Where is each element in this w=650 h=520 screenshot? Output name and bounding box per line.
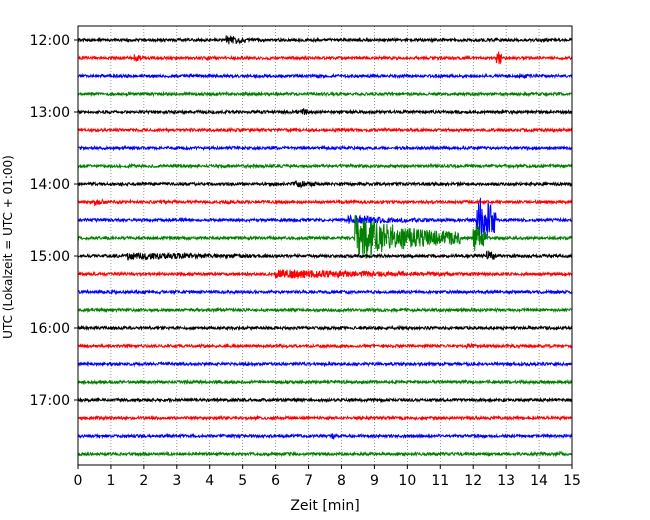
trace-13:45 xyxy=(77,162,573,170)
y-tick-label: 14:00 xyxy=(30,177,70,193)
x-tick-label: 0 xyxy=(74,473,83,489)
trace-17:15 xyxy=(77,414,573,422)
x-tick-label: 11 xyxy=(431,473,449,489)
trace-16:15 xyxy=(77,342,573,350)
y-axis-ticks: 12:00 13:00 14:00 15:00 16:00 17:00 xyxy=(30,33,78,409)
x-tick-label: 5 xyxy=(238,473,247,489)
x-axis-ticks: 0 1 2 3 4 5 6 7 8 9 10 11 12 13 14 15 xyxy=(74,465,581,489)
trace-16:00 xyxy=(77,324,573,332)
x-tick-label: 10 xyxy=(398,473,416,489)
x-tick-label: 4 xyxy=(205,473,214,489)
trace-14:30 xyxy=(77,197,573,240)
trace-15:00 xyxy=(77,250,573,261)
x-tick-label: 13 xyxy=(497,473,515,489)
x-tick-label: 8 xyxy=(337,473,346,489)
x-tick-label: 1 xyxy=(106,473,115,489)
x-tick-label: 2 xyxy=(139,473,148,489)
y-axis-label: UTC (Lokalzeit = UTC + 01:00) xyxy=(1,155,15,339)
trace-17:45 xyxy=(77,450,573,458)
trace-12:00 xyxy=(77,35,573,45)
trace-17:00 xyxy=(77,396,573,404)
trace-16:30 xyxy=(77,360,573,368)
trace-13:30 xyxy=(77,144,573,152)
x-tick-label: 15 xyxy=(563,473,581,489)
traces xyxy=(77,35,573,458)
x-tick-label: 9 xyxy=(370,473,379,489)
trace-14:15 xyxy=(77,198,573,206)
y-tick-label: 16:00 xyxy=(30,321,70,337)
trace-16:45 xyxy=(77,378,573,386)
trace-15:45 xyxy=(77,306,573,314)
trace-15:30 xyxy=(77,288,573,296)
trace-15:15 xyxy=(77,268,573,280)
trace-12:45 xyxy=(77,90,573,98)
x-tick-label: 14 xyxy=(530,473,548,489)
plot-frame xyxy=(77,25,573,466)
x-tick-label: 12 xyxy=(464,473,482,489)
x-tick-label: 7 xyxy=(304,473,313,489)
y-tick-label: 13:00 xyxy=(30,105,70,121)
x-tick-label: 3 xyxy=(172,473,181,489)
y-tick-label: 15:00 xyxy=(30,249,70,265)
y-tick-label: 17:00 xyxy=(30,393,70,409)
trace-13:15 xyxy=(77,126,573,134)
trace-14:00 xyxy=(77,180,573,189)
y-tick-label: 12:00 xyxy=(30,33,70,49)
x-tick-label: 6 xyxy=(271,473,280,489)
trace-17:30 xyxy=(77,432,573,441)
trace-12:30 xyxy=(77,72,573,80)
x-axis-label: Zeit [min] xyxy=(290,498,359,514)
trace-14:45 xyxy=(77,214,573,259)
trace-12:15 xyxy=(77,51,573,65)
trace-13:00 xyxy=(77,108,573,116)
